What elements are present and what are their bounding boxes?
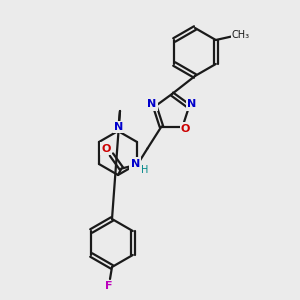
Text: N: N bbox=[114, 122, 124, 132]
Text: O: O bbox=[181, 124, 190, 134]
Text: O: O bbox=[102, 144, 111, 154]
Text: F: F bbox=[105, 281, 113, 291]
Text: CH₃: CH₃ bbox=[232, 30, 250, 40]
Text: H: H bbox=[141, 165, 148, 175]
Text: N: N bbox=[131, 159, 140, 169]
Text: N: N bbox=[188, 99, 197, 110]
Text: N: N bbox=[147, 99, 157, 110]
